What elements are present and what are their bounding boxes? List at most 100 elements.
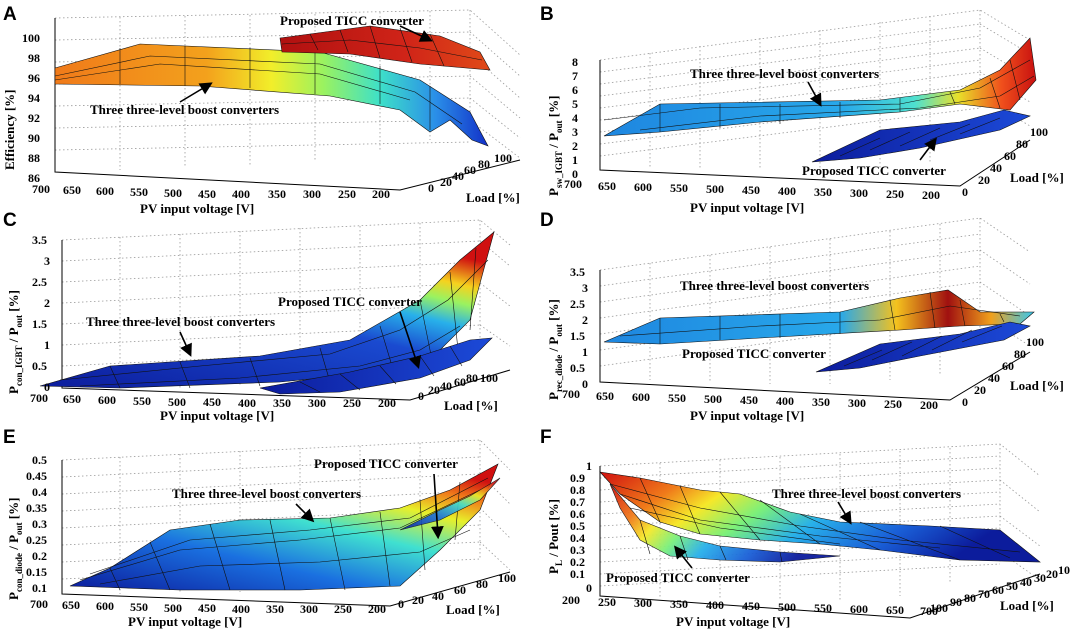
panel-f: F 1 0.9 0.8 0.7 0.6 0.5 0.4 0.3 0.2 0.1 … <box>540 427 1070 629</box>
x-axis-label: PV input voltage [V] <box>140 201 254 216</box>
arrow <box>295 503 315 523</box>
y-ticks: 100 90 80 70 60 50 40 30 20 10 <box>930 563 1070 615</box>
z-ticks: 8 7 6 5 4 3 2 1 0 <box>572 55 578 181</box>
arrow <box>430 473 444 540</box>
z-tick: 2.5 <box>570 297 585 311</box>
panel-letter: B <box>540 4 554 25</box>
x-tick: 500 <box>704 392 722 406</box>
z-tick: 0.35 <box>26 501 47 515</box>
x-tick: 600 <box>96 184 114 198</box>
y-ticks: 0 20 40 60 80 100 <box>428 151 512 195</box>
z-tick: 1 <box>586 459 592 473</box>
y-tick: 80 <box>1016 137 1028 151</box>
z-tick: 0 <box>44 380 50 394</box>
z-tick: 0.8 <box>570 483 585 497</box>
x-tick: 600 <box>632 390 650 404</box>
z-tick: 5 <box>572 97 578 111</box>
x-tick: 500 <box>164 186 182 200</box>
z-tick: 0.5 <box>32 359 47 373</box>
panel-letter: E <box>3 427 16 448</box>
annotation-ticc: Proposed TICC converter <box>682 346 826 361</box>
x-tick: 500 <box>706 182 724 196</box>
panel-letter: C <box>3 210 17 231</box>
x-tick: 400 <box>706 598 724 612</box>
x-tick: 200 <box>368 602 386 616</box>
z-tick: 3 <box>44 254 50 268</box>
x-tick: 200 <box>562 593 580 607</box>
annotation-three-level: Three three-level boost converters <box>680 278 869 293</box>
x-tick: 350 <box>268 187 286 201</box>
x-tick: 450 <box>198 187 216 201</box>
x-tick: 700 <box>562 387 580 401</box>
z-label-main: P <box>6 386 21 394</box>
z-tick: 2.5 <box>32 275 47 289</box>
panel-c: C 3.5 3 2.5 2 1.5 1 0.5 0 700 650 600 55… <box>3 210 511 423</box>
y-tick: 100 <box>498 571 516 585</box>
z-label-sub: con_diode <box>14 553 24 592</box>
x-tick: 650 <box>62 598 80 612</box>
x-tick: 400 <box>232 187 250 201</box>
x-tick: 200 <box>922 188 940 202</box>
y-tick: 0 <box>962 395 968 409</box>
z-tick: 3.5 <box>570 265 585 279</box>
x-tick: 500 <box>164 601 182 615</box>
x-tick: 700 <box>32 182 50 196</box>
z-label-mid: / P <box>546 337 561 355</box>
x-tick: 550 <box>668 391 686 405</box>
z-tick: 1 <box>572 153 578 167</box>
x-tick: 300 <box>848 396 866 410</box>
z-label-mid: / Pout [%] <box>546 499 561 560</box>
y-tick: 50 <box>1006 579 1018 593</box>
x-tick: 400 <box>778 184 796 198</box>
z-tick: 0.3 <box>570 543 585 557</box>
x-tick: 300 <box>303 187 321 201</box>
y-tick: 20 <box>440 175 452 189</box>
z-tick: 0 <box>586 581 592 595</box>
z-tick: 0.1 <box>32 581 47 595</box>
z-tick: 90 <box>28 131 40 145</box>
z-tick: 7 <box>572 69 578 83</box>
z-tick: 0.3 <box>32 517 47 531</box>
z-tick: 3 <box>572 125 578 139</box>
y-ticks: 0 20 40 60 80 100 <box>398 571 516 611</box>
annotation-three-level: Three three-level boost converters <box>86 314 275 329</box>
y-tick: 0 <box>418 389 424 403</box>
x-ticks: 700 650 600 550 500 450 400 350 300 250 … <box>30 391 396 410</box>
x-ticks: 200 250 300 350 400 450 500 550 600 650 … <box>562 593 938 618</box>
z-label-sub2: out <box>14 315 24 328</box>
x-tick: 250 <box>886 187 904 201</box>
z-label-main: P <box>6 592 21 600</box>
y-axis-label: Load [%] <box>446 602 500 617</box>
x-tick: 350 <box>670 597 688 611</box>
x-tick: 300 <box>300 602 318 616</box>
x-tick: 700 <box>30 391 48 405</box>
y-tick: 80 <box>466 371 478 385</box>
x-tick: 550 <box>130 185 148 199</box>
x-tick: 500 <box>778 600 796 614</box>
z-tick: 0.4 <box>32 485 47 499</box>
panel-e: E 0.5 0.45 0.4 0.35 0.3 0.25 0.2 0.15 0.… <box>3 427 516 629</box>
arrow <box>179 331 192 357</box>
x-tick: 600 <box>850 602 868 616</box>
z-tick: 88 <box>28 151 40 165</box>
y-tick: 80 <box>964 591 976 605</box>
x-axis-label: PV input voltage [V] <box>690 200 804 215</box>
y-tick: 60 <box>1002 359 1014 373</box>
y-tick: 60 <box>992 583 1004 597</box>
z-tick: 94 <box>28 91 40 105</box>
y-tick: 80 <box>476 577 488 591</box>
y-tick: 0 <box>428 181 434 195</box>
z-tick: 1 <box>582 345 588 359</box>
y-ticks: 0 20 40 60 80 100 <box>962 125 1048 199</box>
y-tick: 10 <box>1058 563 1070 577</box>
x-tick: 650 <box>598 179 616 193</box>
x-tick: 200 <box>378 396 396 410</box>
y-tick: 90 <box>950 595 962 609</box>
x-tick: 350 <box>812 395 830 409</box>
x-tick: 650 <box>63 183 81 197</box>
z-label-sub: rec_diode <box>554 355 564 392</box>
x-tick: 400 <box>232 602 250 616</box>
x-tick: 650 <box>63 392 81 406</box>
x-tick: 450 <box>740 393 758 407</box>
x-tick: 350 <box>266 602 284 616</box>
